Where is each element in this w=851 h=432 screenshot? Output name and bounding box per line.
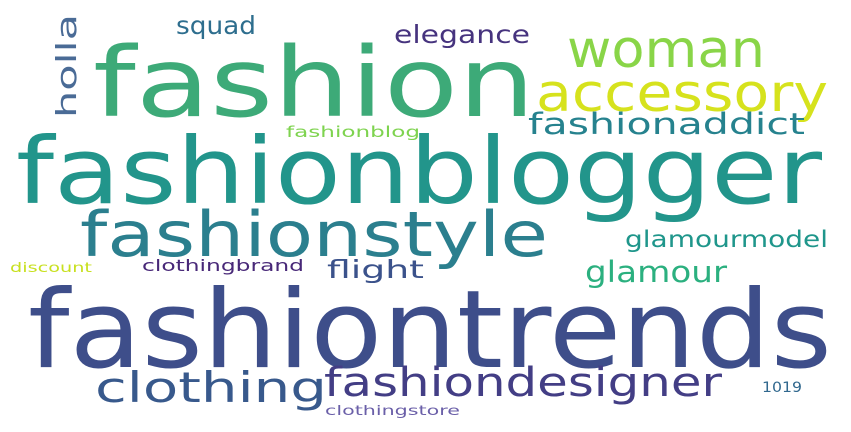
word-glamourmodel: glamourmodel [625, 227, 828, 253]
word-glamour: glamour [585, 255, 727, 289]
word-clothingstore: clothingstore [325, 404, 460, 419]
word-fashion: fashion [93, 27, 535, 139]
word-fashionstyle: fashionstyle [80, 198, 548, 271]
word-accessory: accessory [536, 64, 828, 124]
word-elegance: elegance [394, 20, 530, 49]
word-1019: 1019 [762, 380, 802, 396]
word-clothing: clothing [95, 363, 327, 412]
word-fashiondesigner: fashiondesigner [324, 360, 723, 406]
word-holla: holla [50, 14, 83, 118]
word-woman: woman [567, 20, 765, 80]
word-fashionblogger: fashionblogger [16, 118, 822, 225]
word-squad: squad [176, 11, 256, 40]
word-fashionblog: fashionblog [286, 123, 420, 141]
word-clothingbrand: clothingbrand [142, 256, 304, 275]
word-fashiontrends: fashiontrends [28, 268, 832, 393]
word-flight: flight [327, 255, 424, 284]
word-discount: discount [10, 261, 92, 276]
word-fashionaddict: fashionaddict [528, 107, 805, 141]
